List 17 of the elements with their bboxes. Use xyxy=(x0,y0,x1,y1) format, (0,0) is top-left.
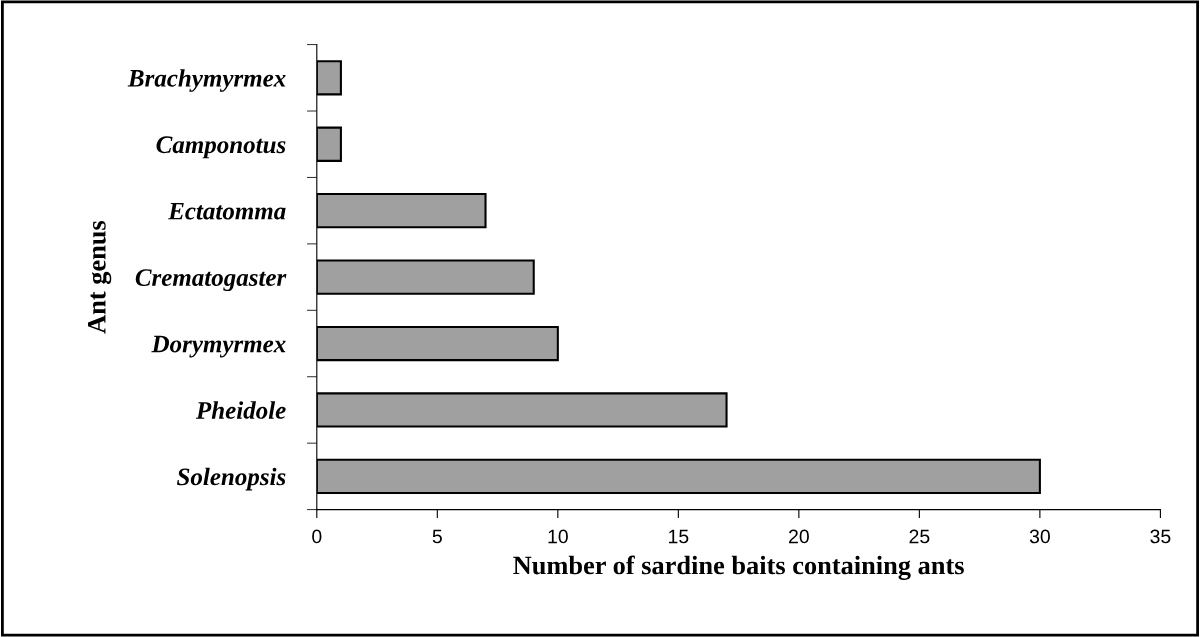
y-tick-label: Brachymyrmex xyxy=(127,69,286,92)
y-axis-title: Ant genus xyxy=(88,220,112,334)
y-tick-label: Pheidole xyxy=(195,401,286,419)
y-tick-label: Solenopsis xyxy=(176,467,286,491)
y-tick-label: Dorymyrmex xyxy=(151,335,286,358)
x-tick-label: 35 xyxy=(1150,529,1171,544)
x-axis-title: Number of sardine baits containing ants xyxy=(513,555,964,580)
x-tick-label: 0 xyxy=(312,529,322,544)
x-tick-label: 10 xyxy=(548,529,568,544)
y-tick-label: Crematogaster xyxy=(135,269,287,292)
y-tick-label: Ectatomma xyxy=(168,202,286,220)
x-tick-label: 30 xyxy=(1029,529,1050,544)
x-tick-label: 20 xyxy=(789,529,809,544)
x-tick-label: 5 xyxy=(432,529,442,544)
y-tick-label: Camponotus xyxy=(156,136,286,159)
x-tick-label: 25 xyxy=(909,529,930,544)
x-tick-label: 15 xyxy=(669,529,689,544)
